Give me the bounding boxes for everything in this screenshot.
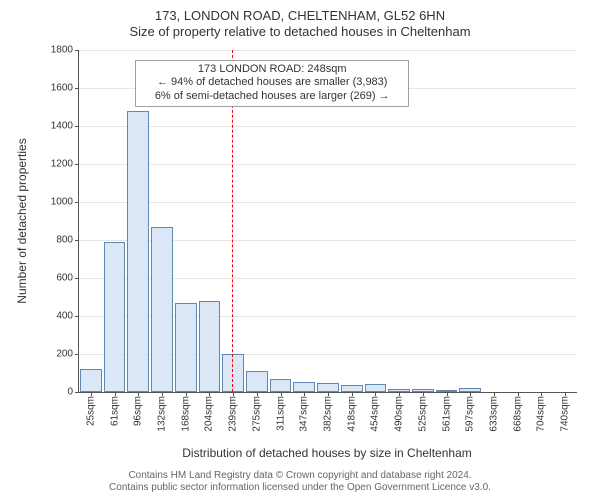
histogram-bar xyxy=(341,385,363,392)
footer-line-2: Contains public sector information licen… xyxy=(0,482,600,494)
x-tick-label: 418sqm xyxy=(346,396,357,432)
x-tick-label: 490sqm xyxy=(394,396,405,432)
histogram-bar xyxy=(293,382,315,392)
gridline xyxy=(79,50,577,51)
histogram-bar xyxy=(199,301,221,392)
chart-area: 02004006008001000120014001600180025sqm61… xyxy=(78,50,576,392)
footer: Contains HM Land Registry data © Crown c… xyxy=(0,470,600,494)
y-tick-label: 1200 xyxy=(51,159,79,170)
y-tick-label: 600 xyxy=(56,273,79,284)
y-tick-label: 0 xyxy=(67,387,79,398)
annotation-line: 6% of semi-detached houses are larger (2… xyxy=(140,90,404,104)
histogram-bar xyxy=(365,384,387,392)
title-block: 173, LONDON ROAD, CHELTENHAM, GL52 6HN S… xyxy=(0,0,600,39)
y-tick-label: 1000 xyxy=(51,197,79,208)
annotation-box: 173 LONDON ROAD: 248sqm← 94% of detached… xyxy=(135,60,409,107)
x-tick-label: 61sqm xyxy=(109,396,120,426)
gridline xyxy=(79,164,577,165)
x-tick-label: 25sqm xyxy=(85,396,96,426)
histogram-bar xyxy=(80,369,102,392)
x-tick-label: 740sqm xyxy=(560,396,571,432)
x-tick-label: 204sqm xyxy=(204,396,215,432)
histogram-bar xyxy=(317,383,339,393)
x-tick-label: 275sqm xyxy=(251,396,262,432)
x-tick-label: 382sqm xyxy=(323,396,334,432)
x-tick-label: 597sqm xyxy=(465,396,476,432)
histogram-bar xyxy=(127,111,149,392)
x-tick-label: 561sqm xyxy=(441,396,452,432)
histogram-bar xyxy=(104,242,126,392)
x-tick-label: 239sqm xyxy=(228,396,239,432)
x-tick-label: 633sqm xyxy=(489,396,500,432)
x-tick-label: 132sqm xyxy=(157,396,168,432)
gridline xyxy=(79,202,577,203)
x-tick-label: 311sqm xyxy=(275,396,286,431)
x-tick-label: 525sqm xyxy=(417,396,428,432)
figure: 173, LONDON ROAD, CHELTENHAM, GL52 6HN S… xyxy=(0,0,600,500)
histogram-bar xyxy=(175,303,197,392)
x-tick-label: 96sqm xyxy=(133,396,144,426)
y-axis-label: Number of detached properties xyxy=(15,138,29,303)
annotation-line: 173 LONDON ROAD: 248sqm xyxy=(140,63,404,77)
x-tick-label: 668sqm xyxy=(512,396,523,432)
title-line-1: 173, LONDON ROAD, CHELTENHAM, GL52 6HN xyxy=(0,8,600,24)
title-line-2: Size of property relative to detached ho… xyxy=(0,24,600,40)
x-tick-label: 168sqm xyxy=(180,396,191,432)
y-tick-label: 1400 xyxy=(51,121,79,132)
gridline xyxy=(79,126,577,127)
x-tick-label: 454sqm xyxy=(370,396,381,432)
y-tick-label: 400 xyxy=(56,311,79,322)
x-axis-label: Distribution of detached houses by size … xyxy=(78,446,576,460)
histogram-bar xyxy=(270,379,292,392)
x-tick-label: 347sqm xyxy=(299,396,310,432)
x-tick-label: 704sqm xyxy=(536,396,547,432)
footer-line-1: Contains HM Land Registry data © Crown c… xyxy=(0,470,600,482)
y-tick-label: 200 xyxy=(56,349,79,360)
histogram-bar xyxy=(246,371,268,392)
histogram-bar xyxy=(151,227,173,392)
y-tick-label: 800 xyxy=(56,235,79,246)
y-tick-label: 1800 xyxy=(51,45,79,56)
annotation-line: ← 94% of detached houses are smaller (3,… xyxy=(140,76,404,90)
y-tick-label: 1600 xyxy=(51,83,79,94)
